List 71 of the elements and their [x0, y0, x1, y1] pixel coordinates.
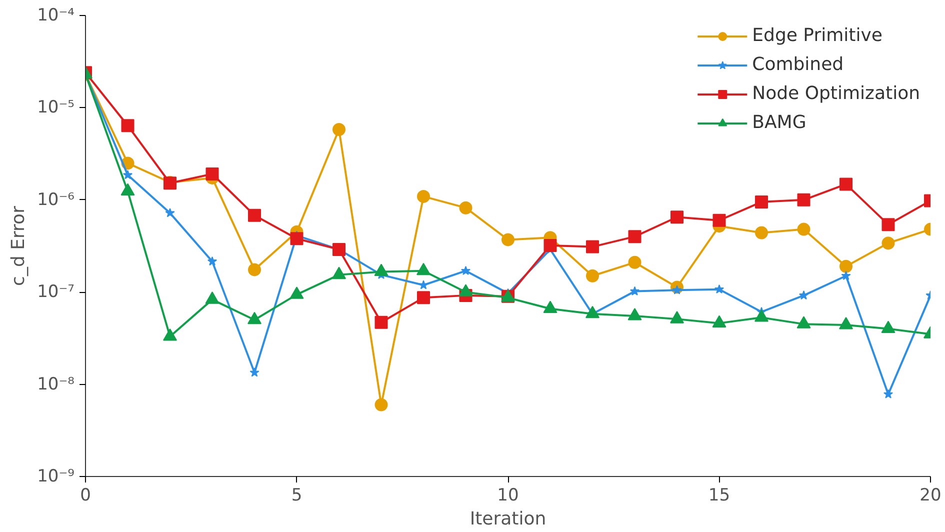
- point: [586, 306, 600, 318]
- point: [205, 292, 220, 304]
- point: [374, 264, 388, 276]
- point: [840, 260, 852, 273]
- point: [670, 311, 684, 324]
- x-tick-label: 10: [497, 486, 519, 506]
- point: [628, 256, 642, 269]
- y-tick-label: 10⁻⁴: [37, 6, 75, 26]
- legend-label: Edge Primitive: [752, 25, 882, 46]
- point: [250, 368, 260, 377]
- point: [374, 316, 388, 329]
- point: [248, 312, 262, 324]
- point: [417, 190, 430, 203]
- legend-label: Combined: [752, 54, 844, 75]
- point: [755, 195, 768, 208]
- legend-label: BAMG: [752, 112, 806, 133]
- point: [670, 210, 684, 224]
- point: [459, 201, 472, 214]
- point: [416, 262, 430, 276]
- point: [754, 310, 768, 322]
- point: [630, 286, 640, 296]
- point: [543, 300, 558, 313]
- point: [502, 233, 514, 246]
- point: [882, 218, 895, 232]
- point: [248, 263, 261, 276]
- point: [458, 284, 473, 296]
- point: [755, 226, 768, 240]
- point: [628, 230, 642, 244]
- point: [206, 167, 219, 180]
- y-axis-title: c_d Error: [8, 205, 30, 286]
- point: [628, 308, 642, 320]
- y-tick-label: 10⁻⁶: [37, 190, 75, 210]
- point: [712, 214, 726, 227]
- point: [883, 389, 894, 398]
- point: [797, 222, 810, 236]
- point: [797, 193, 810, 206]
- point: [840, 178, 852, 191]
- y-tick-label: 10⁻⁵: [37, 98, 74, 118]
- point: [122, 170, 133, 180]
- point: [332, 123, 346, 136]
- point: [586, 269, 599, 282]
- point: [121, 119, 134, 132]
- x-axis-title: Iteration: [470, 508, 546, 530]
- legend-label: Node Optimization: [752, 83, 920, 104]
- point: [544, 239, 557, 252]
- point: [841, 270, 851, 280]
- y-tick-label: 10⁻⁷: [37, 282, 75, 302]
- point: [796, 316, 811, 328]
- point: [418, 280, 428, 290]
- y-tick-label: 10⁻⁸: [37, 374, 75, 394]
- point: [881, 320, 896, 334]
- point: [248, 208, 261, 222]
- point: [290, 286, 304, 299]
- point: [882, 236, 895, 250]
- point: [586, 240, 599, 254]
- x-tick-label: 20: [920, 486, 942, 506]
- point: [165, 208, 175, 218]
- x-tick-label: 15: [708, 486, 730, 506]
- point: [714, 284, 724, 294]
- point: [712, 315, 726, 328]
- x-tick-label: 5: [291, 486, 302, 506]
- y-tick-label: 10⁻⁹: [37, 466, 75, 486]
- point: [417, 291, 430, 304]
- x-tick-label: 0: [80, 486, 91, 506]
- point: [290, 232, 304, 246]
- point: [839, 316, 853, 330]
- point: [207, 256, 218, 266]
- point: [798, 290, 809, 300]
- point: [163, 328, 177, 341]
- point: [460, 266, 471, 275]
- point: [332, 266, 346, 280]
